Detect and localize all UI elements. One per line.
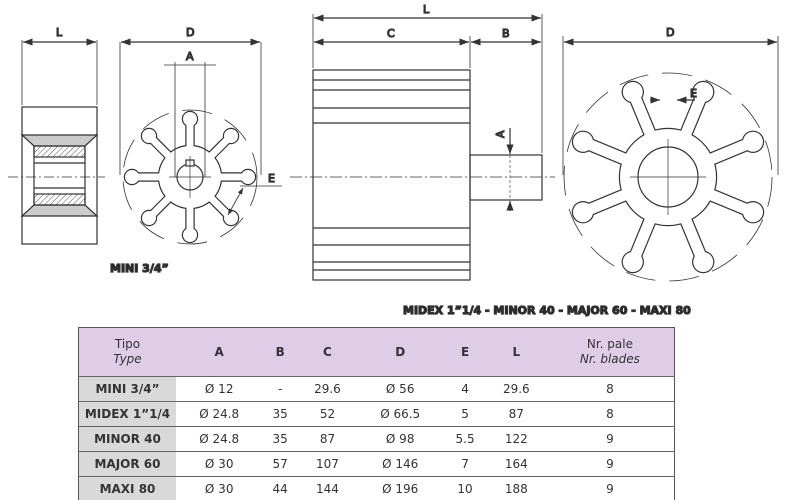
cell-L: 87 — [486, 401, 546, 427]
header-blades: Nr. pale Nr. blades — [545, 327, 675, 377]
table-row: MINI 3/4” Ø 12-29.6 Ø 56 4 29.6 8 — [78, 376, 675, 402]
dim-label-L-big: L — [423, 3, 430, 16]
cell-D: Ø 146 — [357, 451, 444, 477]
dim-label-E-big: E — [690, 87, 697, 100]
cell-C: 107 — [297, 451, 357, 477]
cell-C: 87 — [297, 426, 357, 452]
cell-D: Ø 66.5 — [357, 401, 444, 427]
dim-label-D-mini: D — [186, 26, 194, 39]
header-type: Tipo Type — [78, 327, 176, 377]
cell-E: 7 — [443, 451, 487, 477]
cell-A: Ø 24.8 — [176, 426, 263, 452]
cell-E: 10 — [443, 476, 487, 500]
cell-E: 5.5 — [443, 426, 487, 452]
cell-L: 122 — [486, 426, 546, 452]
header-D: D — [357, 327, 444, 377]
header-C: C — [297, 327, 357, 377]
cell-A: Ø 30 — [176, 451, 263, 477]
table-row: MINOR 40 Ø 24.8 35 87 Ø 98 5.5 122 9 — [78, 426, 675, 452]
table-row: MAJOR 60 Ø 30 57 107 Ø 146 7 164 9 — [78, 451, 675, 477]
mini-caption: MINI 3/4” — [110, 262, 169, 275]
cell-E: 5 — [443, 401, 487, 427]
cell-name: MINOR 40 — [78, 426, 176, 452]
cell-C: 144 — [297, 476, 357, 500]
cell-A: Ø 24.8 — [176, 401, 263, 427]
header-tipo: Tipo — [114, 337, 141, 351]
cell-D: Ø 98 — [357, 426, 444, 452]
cell-B: 35 — [262, 401, 298, 427]
cell-name: MAXI 80 — [78, 476, 176, 500]
header-A: A — [176, 327, 263, 377]
cell-N: 9 — [545, 426, 675, 452]
dim-label-D-big: D — [666, 26, 674, 39]
technical-drawing: L D A E MINI 3/4” L C B A D E MIDEX 1”1/… — [8, 2, 779, 318]
cell-N: 9 — [545, 476, 675, 500]
cell-A: Ø 12 — [176, 376, 263, 402]
outline-circle — [122, 109, 258, 245]
dim-label-E-mini: E — [268, 172, 275, 185]
header-pale: Nr. pale — [586, 337, 633, 351]
cell-B: 44 — [262, 476, 298, 500]
dim-label-L-mini: L — [56, 26, 63, 39]
cell-D: Ø 56 — [357, 376, 444, 402]
cell-L: 188 — [486, 476, 546, 500]
big-side-view — [290, 14, 555, 281]
outline-circle — [563, 72, 773, 282]
table-row: MIDEX 1”1/4 Ø 24.8 35 52 Ø 66.5 5 87 8 — [78, 401, 675, 427]
header-E: E — [443, 327, 487, 377]
table-row: MAXI 80 Ø 30 44 144 Ø 196 10 188 9 — [78, 476, 675, 500]
cell-L: 29.6 — [486, 376, 546, 402]
cell-L: 164 — [486, 451, 546, 477]
dim-label-A-big: A — [494, 130, 507, 138]
dim-label-B: B — [502, 27, 510, 40]
cell-C: 52 — [297, 401, 357, 427]
cell-E: 4 — [443, 376, 487, 402]
cell-A: Ø 30 — [176, 476, 263, 500]
cell-N: 9 — [545, 451, 675, 477]
cell-B: 35 — [262, 426, 298, 452]
cell-name: MIDEX 1”1/4 — [78, 401, 176, 427]
dim-label-C: C — [387, 27, 395, 40]
cell-D: Ø 196 — [357, 476, 444, 500]
header-B: B — [262, 327, 298, 377]
impeller-dimensions-table: Tipo Type A B C D E L Nr. pale Nr. blades … — [78, 327, 675, 500]
dim-label-A-mini: A — [186, 50, 194, 63]
cell-N: 8 — [545, 401, 675, 427]
header-type-en: Type — [113, 352, 142, 366]
mini-impeller-front-view — [122, 109, 258, 245]
cell-N: 8 — [545, 376, 675, 402]
cell-C: 29.6 — [297, 376, 357, 402]
cell-B: 57 — [262, 451, 298, 477]
header-L: L — [486, 327, 546, 377]
mini-side-view — [8, 38, 105, 245]
header-blades-en: Nr. blades — [579, 352, 640, 366]
cell-name: MAJOR 60 — [78, 451, 176, 477]
table-header-row: Tipo Type A B C D E L Nr. pale Nr. blades — [78, 327, 675, 377]
cell-B: - — [262, 376, 298, 402]
cell-name: MINI 3/4” — [78, 376, 176, 402]
big-impeller-front-view — [563, 72, 773, 282]
big-caption: MIDEX 1”1/4 - MINOR 40 - MAJOR 60 - MAXI… — [403, 304, 691, 317]
